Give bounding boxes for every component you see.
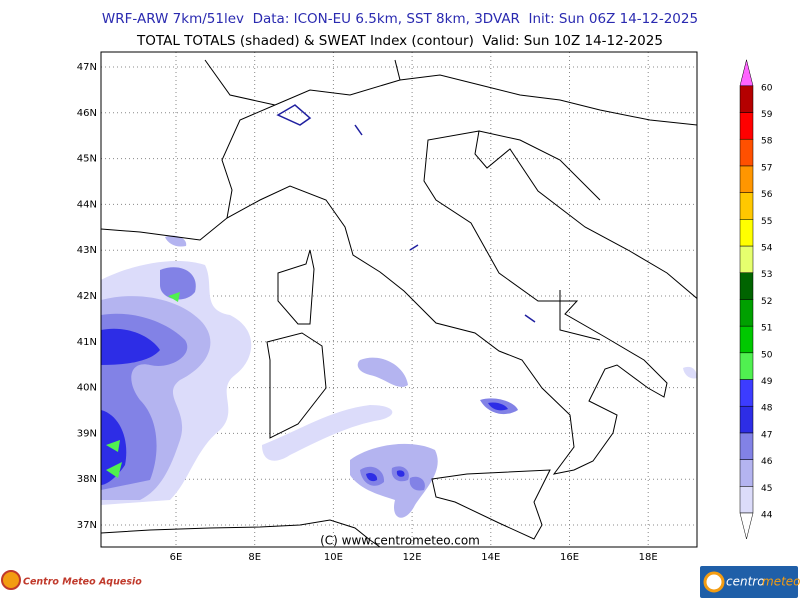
- header-line2: TOTAL TOTALS (shaded) & SWEAT Index (con…: [136, 33, 663, 49]
- colorbar-label: 53: [761, 270, 772, 280]
- lat-label: 44N: [77, 199, 97, 210]
- lon-label: 18E: [639, 552, 658, 563]
- lat-label: 40N: [77, 383, 97, 394]
- colorbar-label: 49: [761, 377, 773, 387]
- colorbar-label: 45: [761, 484, 772, 494]
- map-area: [101, 52, 697, 547]
- lon-label: 16E: [560, 552, 579, 563]
- colorbar-label: 60: [761, 83, 773, 93]
- colorbar-arrow: [739, 59, 754, 87]
- colorbar-segment: [739, 245, 754, 273]
- colorbar-label: 51: [761, 324, 772, 334]
- lon-label: 6E: [170, 552, 183, 563]
- left-logo-text: Centro Meteo Aquesio: [23, 577, 142, 588]
- lat-label: 41N: [77, 337, 97, 348]
- lat-label: 39N: [77, 428, 97, 439]
- colorbar-segment: [739, 85, 754, 113]
- colorbar-label: 56: [761, 190, 773, 200]
- shaded-field: [101, 235, 697, 518]
- colorbar-label: 47: [761, 430, 772, 440]
- map-frame: [100, 51, 698, 548]
- colorbar-label: 54: [761, 244, 773, 254]
- colorbar-label: 58: [761, 137, 773, 147]
- colorbar-segment: [739, 459, 754, 487]
- right-logo-text-a: centro: [726, 575, 765, 589]
- colorbar-segment: [739, 272, 754, 300]
- colorbar-segment: [739, 219, 754, 247]
- lat-label: 47N: [77, 62, 97, 73]
- colorbar-segment: [739, 432, 754, 460]
- colorbar: 44 45 46 47 48 49 50 51 52 53 54 55 56 57 58 59 60: [739, 59, 773, 540]
- colorbar-label: 52: [761, 297, 772, 307]
- colorbar-label: 50: [761, 350, 773, 360]
- colorbar-label: 46: [761, 457, 773, 467]
- lon-label: 14E: [481, 552, 500, 563]
- right-logo-text-b: meteo: [762, 575, 800, 589]
- colorbar-segment: [739, 486, 754, 514]
- colorbar-segment: [739, 299, 754, 327]
- colorbar-label: 48: [761, 404, 773, 414]
- colorbar-segment: [739, 405, 754, 434]
- lon-label: 8E: [248, 552, 261, 563]
- colorbar-segment: [739, 112, 754, 140]
- colorbar-segment: [739, 379, 754, 407]
- colorbar-segment: [739, 138, 754, 167]
- colorbar-arrow-bottom: [739, 512, 754, 540]
- colorbar-segment: [739, 192, 754, 220]
- colorbar-label: 57: [761, 163, 772, 173]
- left-logo: Centro Meteo Aquesio: [1, 570, 142, 590]
- graticule: [101, 52, 697, 547]
- lat-label: 38N: [77, 474, 97, 485]
- right-logo: centro meteo: [700, 566, 800, 598]
- colorbar-segment: [739, 165, 754, 193]
- colorbar-label: 44: [761, 511, 773, 521]
- coastlines: [101, 59, 697, 547]
- lon-label: 12E: [403, 552, 422, 563]
- lat-label: 42N: [77, 291, 97, 302]
- header-line1: WRF-ARW 7km/51lev Data: ICON-EU 6.5km, S…: [102, 11, 698, 27]
- colorbar-segment: [739, 325, 754, 354]
- colorbar-segment: [739, 352, 754, 380]
- colorbar-label: 55: [761, 217, 772, 227]
- lat-label: 45N: [77, 154, 97, 165]
- copyright: (C) www.centrometeo.com: [320, 534, 480, 548]
- lat-label: 43N: [77, 245, 97, 256]
- lat-label: 37N: [77, 520, 97, 531]
- lat-label: 46N: [77, 108, 97, 119]
- lon-label: 10E: [324, 552, 343, 563]
- colorbar-label: 59: [761, 110, 773, 120]
